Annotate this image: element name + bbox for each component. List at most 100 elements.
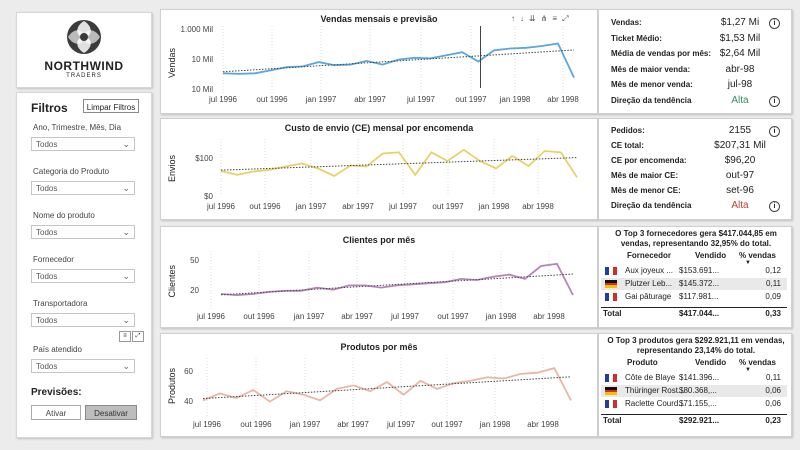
visual-toolbar: ↑ ↓ ⇊ ⋔ ≡ ⤢ [511,14,568,24]
germany-flag-icon [605,387,617,396]
chevron-down-icon: ⌄ [122,271,130,281]
kpi-label: CE por encomenda: [611,156,687,165]
sort-desc-icon[interactable]: ▼ [745,260,751,266]
shipping-chart-panel: Custo de envio (CE) mensal por encomenda… [160,118,598,220]
table-heading: O Top 3 produtos gera $292.921,11 em ven… [607,336,785,355]
france-flag-icon [605,400,617,408]
double-arrow-down-icon[interactable]: ⇊ [529,14,536,23]
y-tick-label: 60 [184,367,193,376]
filter-dropdown-date[interactable]: Todos ⌄ [31,137,135,151]
shipping-kpi-panel: Pedidos: 2155 CE total: $207,31 Mil CE por e… [598,118,792,220]
dropdown-value: Todos [36,140,58,149]
products-table-panel: O Top 3 produtos gera $292.921,11 em ven… [598,333,792,437]
y-tick-label: 1.000 Mil [181,25,214,34]
sold-column-header[interactable]: Vendido [695,358,727,367]
info-icon[interactable]: i [769,96,780,107]
kpi-value: abr-98 [725,64,755,75]
chevron-down-icon: ⌄ [122,183,130,193]
x-tick-label: out 1997 [437,312,469,321]
expand-hierarchy-icon[interactable]: ⋔ [540,14,548,23]
sold-value: $71.155,... [679,399,717,408]
table-heading: O Top 3 fornecedores gera $417.044,85 em… [615,229,777,248]
sort-desc-icon[interactable]: ▼ [745,367,751,373]
percent-value: 0,11 [766,373,781,382]
arrow-down-icon[interactable]: ↓ [520,14,524,23]
filter-dropdown-shipper[interactable]: Todos ⌄ [31,313,135,327]
info-icon[interactable]: i [769,201,780,212]
percent-value: 0,11 [766,279,781,288]
filter-dropdown-category[interactable]: Todos ⌄ [31,181,135,195]
focus-mode-icon[interactable]: ⤢ [562,14,569,23]
product-name: Côte de Blaye [625,373,676,382]
kpi-value: set-96 [726,185,754,196]
filter-icon[interactable]: ≡ [552,14,558,23]
filter-dropdown-country[interactable]: Todos ⌄ [31,359,135,373]
sold-value: $80.368,... [679,386,717,395]
supplier-name: Plutzer Leb... [625,279,673,288]
total-sold: $292.921... [679,416,720,425]
x-tick-label: jan 1998 [485,312,517,321]
kpi-label: Mês de menor venda: [611,80,693,89]
arrow-up-icon[interactable]: ↑ [511,14,515,23]
table-row[interactable]: Thüringer Rost... $80.368,... 0,06 [601,385,787,397]
percent-sales-column-header[interactable]: % vendas [739,358,776,367]
deactivate-forecast-button[interactable]: Desativar [85,405,137,420]
filter-icon[interactable]: ≡ [119,331,131,342]
filters-panel: Filtros Limpar Filtros Ano, Trimestre, M… [16,92,152,438]
products-line-chart: 60 40 jul 1996 out 1996 jan 1997 abr 1997 jul … [184,358,572,429]
kpi-label: Direção da tendência [611,201,692,210]
x-tick-label: out 1996 [249,202,281,211]
dropdown-value: Todos [36,184,58,193]
kpi-value: $96,20 [724,155,756,166]
x-tick-label: abr 1998 [527,420,559,429]
product-column-header[interactable]: Produto [627,358,658,367]
sold-value: $153.691... [679,266,720,275]
filter-label-shipper: Transportadora [33,299,88,308]
info-icon[interactable]: i [769,18,780,29]
kpi-value: $2,64 Mil [719,48,761,59]
filter-dropdown-supplier[interactable]: Todos ⌄ [31,269,135,283]
germany-flag-icon [605,280,617,289]
x-tick-label: jul 1996 [196,312,226,321]
percent-value: 0,09 [765,292,781,301]
y-tick-label: 50 [190,256,199,265]
clear-filters-button[interactable]: Limpar Filtros [83,99,139,113]
kpi-label: Vendas: [611,18,642,27]
customers-chart-title: Clientes por mês [342,235,416,245]
kpi-label: Mês de maior venda: [611,65,691,74]
france-flag-icon [605,293,617,301]
x-tick-label: out 1996 [240,420,272,429]
total-divider [601,307,787,308]
x-tick-label: jul 1996 [206,202,236,211]
table-row[interactable]: Plutzer Leb... $145.372... 0,11 [601,278,787,290]
x-tick-label: jan 1997 [305,95,337,104]
filter-dropdown-product[interactable]: Todos ⌄ [31,225,135,239]
series-line [220,262,574,297]
x-tick-label: abr 1998 [533,312,565,321]
table-row[interactable]: Raclette Courd... $71.155,... 0,06 [601,398,787,410]
kpi-value: 2155 [728,125,752,136]
kpi-value: Alta [731,200,749,211]
sold-column-header[interactable]: Vendido [695,251,727,260]
supplier-column-header[interactable]: Fornecedor [627,251,672,260]
x-tick-label: jan 1997 [295,202,327,211]
y-tick-label: $0 [204,192,213,201]
dropdown-value: Todos [36,362,58,371]
table-row[interactable]: Côte de Blaye $141.396... 0,11 [601,372,787,384]
chevron-down-icon: ⌄ [122,315,130,325]
percent-sales-column-header[interactable]: % vendas [739,251,776,260]
product-name: Thüringer Rost... [625,386,685,395]
y-tick-label: 10 Mil [192,55,214,64]
x-tick-label: jan 1998 [479,420,511,429]
info-icon[interactable]: i [769,126,780,137]
focus-mode-icon[interactable]: ⤢ [132,331,144,342]
activate-forecast-button[interactable]: Ativar [31,405,81,420]
chevron-down-icon: ⌄ [122,361,130,371]
x-tick-label: abr 1997 [341,312,373,321]
table-row[interactable]: Gai pâturage $117.981... 0,09 [601,291,787,303]
x-tick-label: jul 1997 [406,95,436,104]
x-tick-label: abr 1998 [547,95,579,104]
table-row[interactable]: Aux joyeux ... $153.691... 0,12 [601,265,787,277]
